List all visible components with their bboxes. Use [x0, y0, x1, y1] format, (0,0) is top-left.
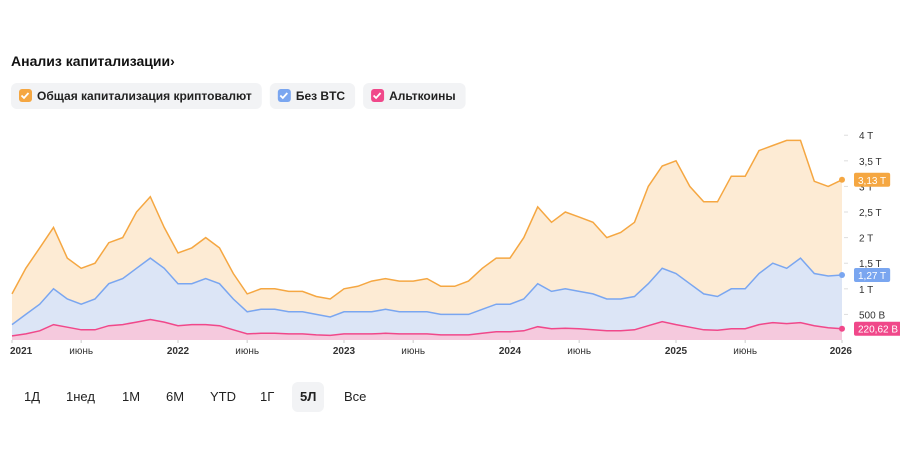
legend-item[interactable]: Без BTC: [269, 83, 356, 109]
legend-chip: [363, 83, 466, 109]
y-tick-label: 3,5 T: [859, 157, 882, 168]
x-tick-label: 2026: [830, 346, 853, 357]
legend-item[interactable]: Общая капитализация криптовалют: [11, 83, 262, 109]
line: [11, 257, 843, 326]
current-label: 3,13 T: [858, 176, 886, 187]
current-point: [839, 271, 845, 278]
y-tick-label: 3 T: [859, 182, 873, 193]
range-button[interactable]: 1Г: [260, 389, 275, 404]
range-button[interactable]: 1М: [122, 389, 141, 404]
y-tick-label: 2 T: [859, 234, 873, 245]
legend-chip: [11, 83, 262, 109]
line: [11, 139, 843, 300]
area: [12, 319, 842, 340]
range-button[interactable]: 1нед: [66, 389, 95, 404]
y-tick-label: 4 T: [859, 131, 873, 142]
x-tick-label: июнь: [401, 346, 425, 357]
current-badge: [854, 267, 891, 282]
range-button[interactable]: YTD: [210, 389, 236, 404]
check-icon: [20, 92, 30, 100]
x-tick-label: 2022: [167, 346, 190, 357]
legend-item[interactable]: Альткоины: [363, 83, 466, 109]
area: [12, 258, 842, 340]
y-tick-label: 1,5 T: [859, 259, 882, 270]
current-label: 1,27 T: [858, 271, 886, 282]
legend-label: Альткоины: [389, 89, 456, 103]
y-tick-label: 1 T: [859, 285, 873, 296]
x-tick-label: июнь: [733, 346, 757, 357]
current-label: 220,62 B: [858, 325, 898, 336]
current-badge: [854, 321, 900, 336]
chart-title: Анализ капитализации›: [11, 53, 175, 69]
x-tick-label: 2021: [10, 346, 33, 357]
legend-chip: [269, 83, 356, 109]
chart: Анализ капитализации› Общая капитализаци…: [10, 53, 900, 357]
current-point: [839, 325, 845, 332]
x-tick-label: июнь: [69, 346, 93, 357]
legend-label: Без BTC: [296, 89, 346, 103]
y-tick-label: 2,5 T: [859, 208, 882, 219]
check-icon: [279, 92, 288, 100]
range-button[interactable]: 5Л: [292, 382, 325, 412]
x-tick-label: 2024: [499, 346, 522, 357]
x-tick-label: июнь: [235, 346, 259, 357]
range-button[interactable]: 1Д: [24, 389, 41, 404]
y-tick-label: 500 B: [859, 310, 885, 321]
range-button[interactable]: 6М: [166, 389, 185, 404]
x-tick-label: июнь: [567, 346, 591, 357]
x-tick-label: 2023: [333, 346, 356, 357]
current-badge: [854, 172, 891, 187]
legend-label: Общая капитализация криптовалют: [37, 89, 252, 103]
range-button[interactable]: Все: [344, 389, 367, 404]
x-tick-label: 2025: [665, 346, 688, 357]
current-point: [839, 176, 845, 183]
line: [11, 318, 843, 337]
check-icon: [372, 92, 382, 100]
